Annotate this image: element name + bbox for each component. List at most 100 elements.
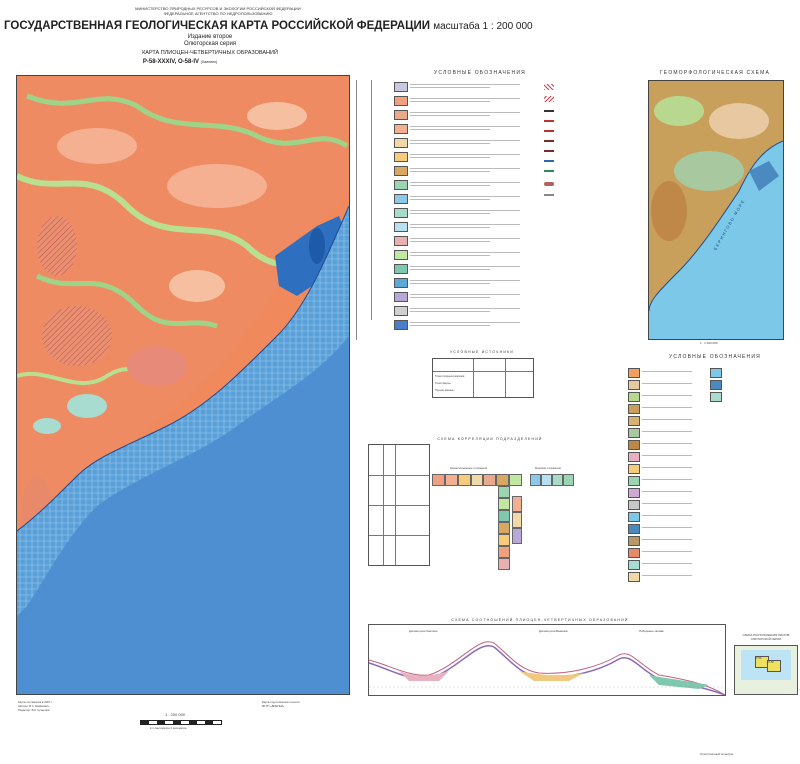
legend-swatch xyxy=(394,236,408,246)
main-map-frame xyxy=(15,75,350,695)
geomorph-map xyxy=(648,81,784,339)
location-scheme: P-58 O-58 xyxy=(734,645,798,695)
legend-text-line xyxy=(410,238,520,239)
legend-swatch xyxy=(394,292,408,302)
legend-text-line xyxy=(410,227,490,228)
footer-line: ФГУП «ВСЕГЕИ» xyxy=(262,704,285,708)
scale-bar xyxy=(140,720,222,725)
geomorph-swatch xyxy=(628,368,640,378)
geomorph-text-line xyxy=(642,395,692,396)
sheet-number: P-58-XXXIV, O-58-IV (Хаилино) xyxy=(30,59,330,65)
geomorph-swatch xyxy=(628,488,640,498)
geomorph-swatch xyxy=(628,536,640,546)
legend-swatch xyxy=(394,320,408,330)
legend-text-line xyxy=(410,112,520,113)
geomorph-text-line xyxy=(642,455,692,456)
sheet-note: (Хаилино) xyxy=(200,60,218,64)
legend-text-line xyxy=(410,252,520,253)
main-map xyxy=(15,76,350,694)
geomorph-text-line xyxy=(642,431,692,432)
legend-text-line xyxy=(410,171,490,172)
legend-swatch xyxy=(394,152,408,162)
legend-text-line xyxy=(410,129,490,130)
correlation-row-sea xyxy=(530,474,574,486)
geomorph-swatch xyxy=(628,524,640,534)
location-sheet: P-58 xyxy=(756,657,762,660)
legend-stratigraphy-column xyxy=(356,80,385,340)
legend-item xyxy=(394,278,544,290)
correlation-table xyxy=(368,444,430,566)
legend-text-line xyxy=(410,126,520,127)
legend-text-line xyxy=(410,140,520,141)
geomorph-swatch xyxy=(628,452,640,462)
location-title: СХЕМА РАСПОЛОЖЕНИЯ ЛИСТОВ ОЛЮТОРСКОЙ СЕР… xyxy=(742,633,790,641)
legend-list xyxy=(394,82,544,342)
geomorph-swatch xyxy=(628,440,640,450)
legend-item xyxy=(394,292,544,304)
location-sheet: O-58 xyxy=(768,661,774,664)
scale-note: в 1 сантиметре 2 километра xyxy=(150,726,187,730)
ministry-header: МИНИСТЕРСТВО ПРИРОДНЫХ РЕСУРСОВ И ЭКОЛОГ… xyxy=(118,6,318,16)
footer-line: Авторы: В.С. Шеймович xyxy=(18,704,50,708)
legend-text-line xyxy=(410,255,490,256)
footer-line: Карта составлена в 2007 г. xyxy=(18,700,53,704)
map-title: ГОСУДАРСТВЕННАЯ ГЕОЛОГИЧЕСКАЯ КАРТА РОСС… xyxy=(4,20,533,32)
geomorph-swatch xyxy=(628,572,640,582)
legend-swatch xyxy=(394,306,408,316)
map-name: КАРТА ПЛИОЦЕН-ЧЕТВЕРТИЧНЫХ ОБРАЗОВАНИЙ xyxy=(142,50,278,56)
legend-swatch xyxy=(394,222,408,232)
geomorph-legend-title: УСЛОВНЫЕ ОБОЗНАЧЕНИЯ xyxy=(669,354,761,360)
section-title: СХЕМА СООТНОШЕНИЙ ПЛИОЦЕН-ЧЕТВЕРТИЧНЫХ О… xyxy=(451,618,629,622)
footer-line: Карта подготовлена к печати xyxy=(262,700,300,704)
symbol-line xyxy=(544,130,554,132)
symbol-line xyxy=(544,194,554,196)
geomorph-swatch xyxy=(628,512,640,522)
legend-item xyxy=(394,166,544,178)
legend-text-line xyxy=(410,98,520,99)
geomorph-text-line xyxy=(642,383,692,384)
legend-text-line xyxy=(410,84,520,85)
legend-item xyxy=(394,250,544,262)
geomorph-text-line xyxy=(642,563,692,564)
legend-swatch xyxy=(394,194,408,204)
legend-item xyxy=(394,96,544,108)
legend-text-line xyxy=(410,311,490,312)
legend-text-line xyxy=(410,280,520,281)
legend-text-line xyxy=(410,115,490,116)
symbol-line xyxy=(544,160,554,162)
legend-text-line xyxy=(410,182,520,183)
map-title-text: ГОСУДАРСТВЕННАЯ ГЕОЛОГИЧЕСКАЯ КАРТА РОСС… xyxy=(4,20,431,32)
legend-swatch xyxy=(394,96,408,106)
geomorph-map-frame xyxy=(648,80,784,340)
legend-text-line xyxy=(410,199,490,200)
geomorph-swatch xyxy=(628,476,640,486)
legend-swatch xyxy=(394,124,408,134)
geomorph-swatch xyxy=(628,464,640,474)
edition: Издание второе xyxy=(187,34,233,40)
section-label: Долина реки Вывенка xyxy=(539,629,568,633)
correlation-left-label: Нерасчленённые отложения xyxy=(450,466,488,470)
geomorph-text-line xyxy=(642,467,692,468)
legend-text-line xyxy=(410,168,520,169)
geomorph-swatch xyxy=(628,500,640,510)
geomorph-title: ГЕОМОРФОЛОГИЧЕСКАЯ СХЕМА xyxy=(659,70,771,76)
legend-item xyxy=(394,306,544,318)
legend-text-line xyxy=(410,294,520,295)
legend-swatch xyxy=(394,278,408,288)
geomorph-swatch xyxy=(628,416,640,426)
symbol-line xyxy=(544,110,554,112)
legend-item xyxy=(394,320,544,332)
legend-swatch xyxy=(394,250,408,260)
symbol-hatch xyxy=(544,96,554,102)
legend-item xyxy=(394,194,544,206)
symbol-hatch xyxy=(544,84,554,90)
legend-item xyxy=(394,152,544,164)
legend-text-line xyxy=(410,185,490,186)
geomorph-text-line xyxy=(642,551,692,552)
legend-swatch xyxy=(394,208,408,218)
legend-swatch xyxy=(394,264,408,274)
geomorph-text-line xyxy=(642,515,692,516)
symbol-point xyxy=(544,182,554,186)
geomorph-text-line xyxy=(642,575,692,576)
legend-swatch xyxy=(394,138,408,148)
